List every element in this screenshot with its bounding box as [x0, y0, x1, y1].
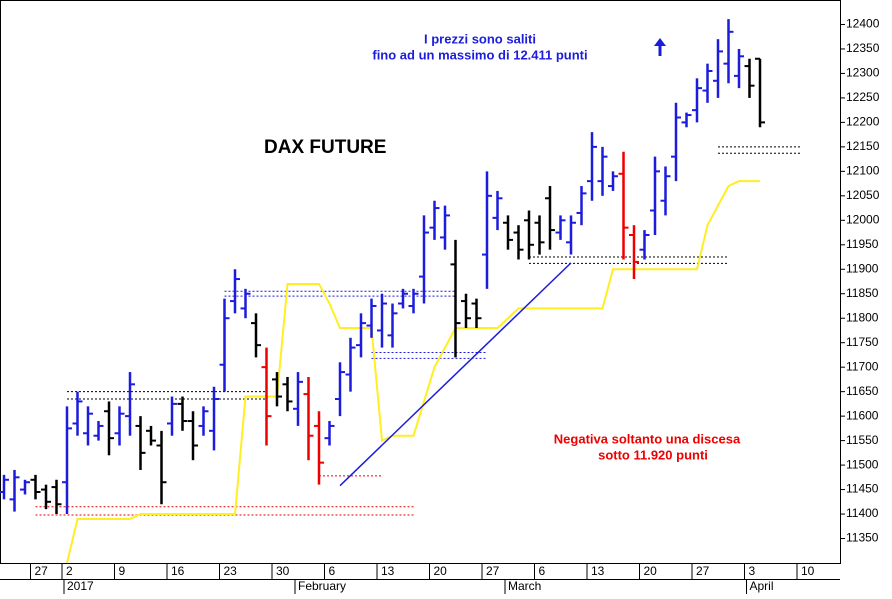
- month-label: April: [750, 579, 774, 593]
- y-tick-label: 11450: [846, 482, 879, 496]
- x-tick-label: 3: [749, 564, 756, 578]
- y-tick-label: 12100: [846, 164, 880, 178]
- x-tick-label: 16: [171, 564, 185, 578]
- y-tick-label: 11800: [846, 310, 879, 324]
- y-tick-label: 12300: [846, 66, 880, 80]
- month-label: 2017: [67, 579, 94, 593]
- y-tick-label: 11950: [846, 237, 879, 251]
- y-tick-label: 12050: [846, 188, 880, 202]
- x-tick-label: 30: [276, 564, 290, 578]
- y-tick-label: 12150: [846, 139, 880, 153]
- x-tick-label: 27: [486, 564, 500, 578]
- chart-title: DAX FUTURE: [264, 137, 386, 158]
- annotation: I prezzi sono saliti: [424, 31, 536, 46]
- x-tick-label: 6: [329, 564, 336, 578]
- y-tick-label: 11700: [846, 359, 879, 373]
- plot-frame: [0, 0, 841, 564]
- x-tick-label: 13: [381, 564, 395, 578]
- x-tick-label: 10: [801, 564, 815, 578]
- y-tick-label: 11650: [846, 384, 879, 398]
- y-tick-label: 12200: [846, 115, 880, 129]
- x-tick-label: 23: [224, 564, 238, 578]
- x-tick-label: 27: [35, 564, 49, 578]
- y-tick-label: 11350: [846, 531, 879, 545]
- trendline: [339, 262, 572, 487]
- x-tick-label: 13: [591, 564, 605, 578]
- y-tick-label: 12400: [846, 17, 880, 31]
- annotation: Negativa soltanto una discesa: [554, 431, 741, 446]
- annotation: sotto 11.920 punti: [598, 447, 708, 462]
- y-tick-label: 11550: [846, 433, 879, 447]
- month-label: February: [298, 579, 346, 593]
- y-tick-label: 12350: [846, 41, 880, 55]
- y-tick-label: 12000: [846, 212, 880, 226]
- x-tick-label: 20: [434, 564, 448, 578]
- annotation: fino ad un massimo di 12.411 punti: [372, 47, 587, 62]
- x-tick-label: 6: [539, 564, 546, 578]
- y-tick-label: 12250: [846, 90, 880, 104]
- y-tick-label: 11500: [846, 457, 879, 471]
- y-tick-label: 11900: [846, 261, 879, 275]
- y-tick-label: 11600: [846, 408, 879, 422]
- y-tick-label: 11850: [846, 286, 879, 300]
- up-arrow: [654, 38, 666, 56]
- x-tick-label: 27: [696, 564, 710, 578]
- y-tick-label: 11400: [846, 506, 879, 520]
- x-tick-label: 9: [119, 564, 126, 578]
- y-tick-label: 11750: [846, 335, 879, 349]
- x-tick-label: 2: [66, 564, 73, 578]
- month-label: March: [508, 579, 541, 593]
- indicator-line: [66, 180, 760, 564]
- x-tick-label: 20: [644, 564, 658, 578]
